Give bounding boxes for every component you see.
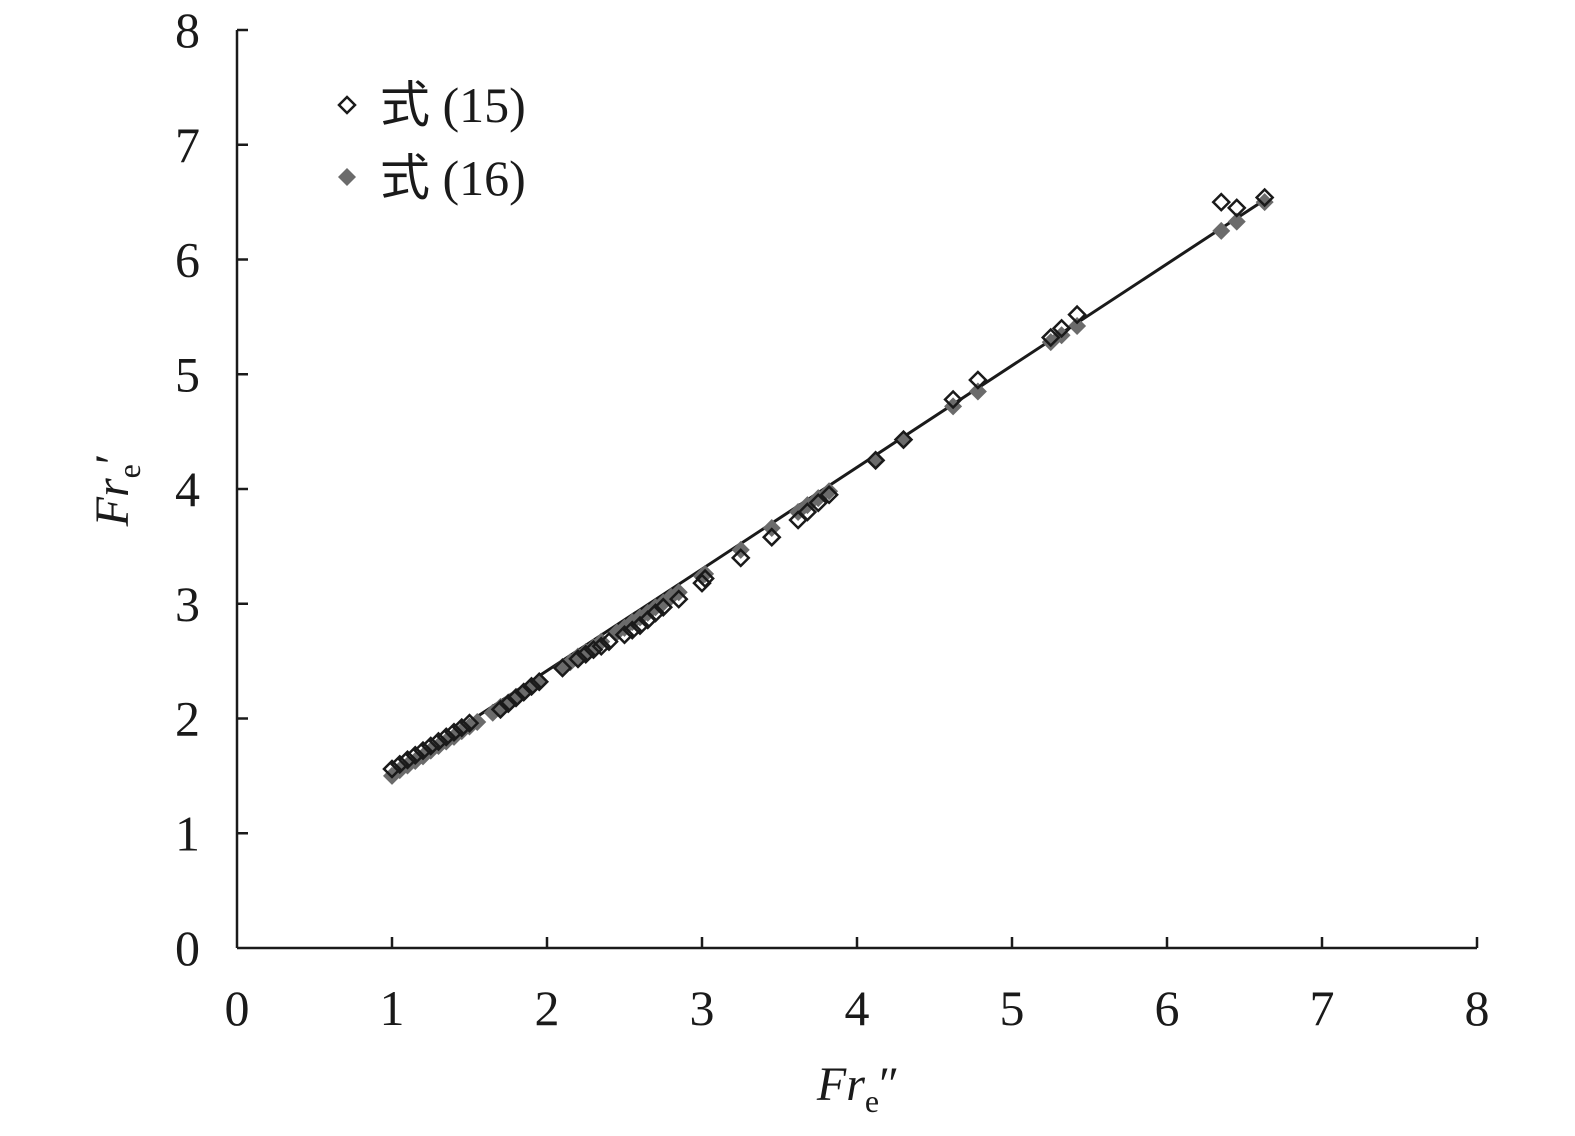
point-open-diamond — [1051, 318, 1072, 339]
point-filled-diamond — [1212, 221, 1231, 240]
x-ticks: 0 1 2 3 4 5 6 7 8 — [225, 937, 1490, 1036]
point-open-diamond — [653, 597, 674, 617]
point-open-diamond — [1067, 304, 1087, 325]
point-open-diamond — [389, 754, 410, 775]
point-open-diamond — [865, 450, 886, 471]
point-filled-diamond — [1255, 193, 1274, 212]
point-open-diamond — [591, 636, 612, 656]
y-axis-title-sub: e — [111, 464, 147, 478]
point-filled-diamond — [696, 564, 715, 583]
x-axis-title: Fre″ — [816, 1058, 899, 1119]
point-open-diamond — [575, 644, 596, 665]
point-filled-diamond — [1227, 212, 1246, 231]
y-tick-label: 0 — [175, 920, 200, 976]
point-open-diamond — [583, 639, 604, 660]
point-open-diamond — [797, 502, 818, 522]
point-open-diamond — [1254, 187, 1275, 208]
y-tick-label: 8 — [175, 2, 200, 58]
legend-item-eq15: 式 (15) — [337, 77, 526, 133]
point-filled-diamond — [968, 382, 987, 401]
point-open-diamond — [529, 672, 550, 692]
y-tick-label: 6 — [175, 232, 200, 288]
point-open-diamond — [405, 745, 426, 765]
legend-marker-filled-diamond — [338, 168, 356, 186]
point-open-diamond — [943, 389, 963, 410]
point-open-diamond — [420, 736, 441, 756]
point-open-diamond — [513, 682, 534, 702]
point-open-diamond — [382, 759, 402, 779]
point-open-diamond — [695, 568, 715, 589]
point-open-diamond — [552, 658, 573, 678]
x-tick-label: 8 — [1465, 980, 1490, 1036]
point-open-diamond — [645, 603, 666, 623]
x-tick-label: 5 — [1000, 980, 1025, 1036]
point-open-diamond — [498, 693, 519, 714]
x-tick-label: 6 — [1155, 980, 1180, 1036]
y-axis-title-main: Fr — [86, 478, 139, 527]
legend-marker-open-diamond — [337, 95, 357, 115]
point-open-diamond — [808, 493, 829, 513]
point-open-diamond — [444, 722, 464, 743]
point-open-diamond — [428, 731, 449, 752]
point-open-diamond — [397, 750, 418, 770]
point-open-diamond — [968, 370, 988, 390]
data-points — [382, 187, 1275, 785]
x-tick-label: 7 — [1310, 980, 1335, 1036]
point-open-diamond — [819, 484, 839, 505]
legend-label-eq15: 式 (15) — [380, 77, 526, 133]
point-open-diamond — [1211, 192, 1232, 212]
point-open-diamond — [730, 548, 751, 568]
point-open-diamond — [451, 717, 472, 738]
point-open-diamond — [630, 615, 650, 636]
point-open-diamond — [490, 699, 511, 720]
y-ticks: 0 1 2 3 4 5 6 7 8 — [175, 2, 248, 976]
point-open-diamond — [521, 676, 542, 697]
point-open-diamond — [1226, 198, 1247, 218]
y-tick-label: 4 — [175, 461, 200, 517]
x-tick-label: 2 — [535, 980, 560, 1036]
point-open-diamond — [622, 620, 643, 640]
point-open-diamond — [1040, 327, 1061, 348]
y-tick-label: 1 — [175, 805, 200, 861]
y-tick-label: 5 — [175, 346, 200, 402]
point-open-diamond — [506, 688, 526, 708]
legend-label-eq16: 式 (16) — [380, 150, 526, 206]
y-tick-label: 3 — [175, 576, 200, 632]
x-tick-label: 1 — [380, 980, 405, 1036]
point-filled-diamond — [1068, 317, 1087, 336]
point-open-diamond — [413, 740, 433, 761]
y-axis-title: Fre′ — [86, 454, 147, 528]
point-open-diamond — [692, 573, 712, 593]
x-axis-title-suffix: ″ — [879, 1058, 899, 1111]
point-open-diamond — [893, 429, 914, 450]
legend: 式 (15) 式 (16) — [337, 77, 526, 206]
x-axis-title-main: Fr — [816, 1058, 865, 1111]
y-tick-label: 2 — [175, 691, 200, 747]
point-open-diamond — [568, 649, 588, 669]
point-open-diamond — [599, 631, 619, 652]
point-open-diamond — [668, 589, 689, 609]
series-eq15 — [382, 187, 1275, 779]
point-open-diamond — [436, 727, 457, 747]
point-open-diamond — [614, 624, 635, 645]
point-open-diamond — [761, 527, 782, 547]
y-axis-title-suffix: ′ — [86, 454, 139, 465]
x-axis-title-sub: e — [865, 1083, 879, 1119]
point-open-diamond — [459, 713, 480, 733]
point-filled-diamond — [820, 482, 839, 501]
legend-item-eq16: 式 (16) — [338, 150, 526, 206]
x-tick-label: 0 — [225, 980, 250, 1036]
y-tick-label: 7 — [175, 117, 200, 173]
x-tick-label: 3 — [690, 980, 715, 1036]
x-tick-label: 4 — [845, 980, 870, 1036]
